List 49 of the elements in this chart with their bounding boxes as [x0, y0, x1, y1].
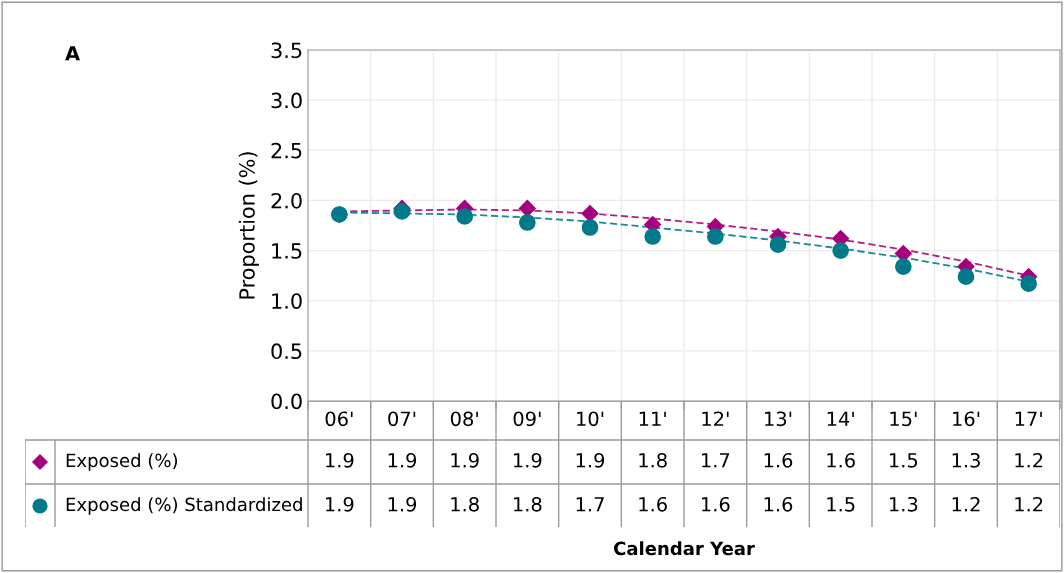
data-label: 1.8: [639, 452, 667, 468]
x-tick-label: 13': [765, 411, 792, 427]
x-tick-label: 12': [702, 411, 729, 426]
y-axis-title: Proportion (%): [238, 152, 259, 299]
data-label: 1.7: [702, 453, 730, 468]
y-tick-label: 2.0: [271, 192, 302, 209]
data-label: 1.9: [514, 452, 542, 468]
data-label: 1.8: [451, 496, 479, 512]
x-tick-label: 17': [1015, 411, 1042, 426]
data-label: 1.5: [890, 453, 918, 468]
x-tick-label: 07': [388, 411, 416, 427]
legend-label: Exposed (%) Standardized: [66, 497, 302, 515]
data-label: 1.2: [952, 496, 980, 512]
y-tick-label: 1.5: [272, 243, 302, 259]
x-tick-label: 14': [827, 411, 854, 426]
x-tick-label: 10': [577, 411, 604, 427]
data-label: 1.5: [827, 497, 855, 512]
y-tick-label: 2.5: [271, 142, 302, 159]
data-label: 1.3: [952, 452, 980, 468]
text: A: [65, 46, 80, 61]
y-tick-label: 1.0: [272, 293, 302, 309]
y-tick-label: 3.0: [271, 92, 302, 109]
x-tick-label: 11': [639, 411, 666, 426]
data-label: 1.9: [388, 496, 417, 512]
x-tick-label: 15': [890, 411, 917, 427]
x-tick-label: 08': [450, 411, 478, 427]
data-label: 1.8: [514, 496, 542, 512]
data-label: 1.9: [326, 452, 354, 468]
x-tick-label: 06': [325, 411, 353, 427]
data-label: 1.6: [827, 452, 855, 468]
data-label: 1.7: [576, 497, 604, 512]
data-label: 1.6: [764, 452, 793, 468]
data-label: 1.6: [702, 496, 730, 512]
x-tick-label: 09': [513, 411, 541, 427]
data-label: 1.6: [764, 496, 793, 512]
data-label: 1.9: [576, 452, 605, 468]
data-label: 1.9: [326, 496, 354, 512]
y-tick-label: 3.5: [271, 42, 302, 59]
data-label: 1.6: [639, 496, 667, 512]
data-label: 1.2: [1015, 496, 1043, 512]
data-label: 1.3: [890, 496, 918, 512]
x-tick-label: 16': [953, 411, 980, 427]
y-tick-label: 0.5: [271, 343, 302, 360]
y-tick-label: 0.0: [271, 393, 302, 410]
data-label: 1.2: [1015, 452, 1043, 468]
data-label: 1.9: [388, 452, 417, 468]
data-label: 1.9: [451, 452, 479, 468]
text: Calendar Year: [614, 541, 755, 556]
legend-label: Exposed (%): [66, 453, 178, 471]
